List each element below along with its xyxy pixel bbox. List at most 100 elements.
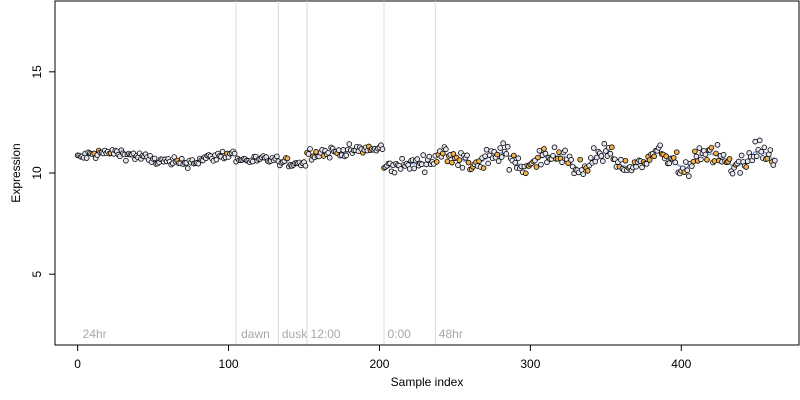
- data-point: [756, 137, 763, 144]
- data-point: [421, 169, 428, 176]
- data-point: [455, 162, 461, 168]
- data-point: [559, 159, 565, 166]
- data-point: [443, 146, 449, 153]
- data-point: [379, 146, 386, 152]
- data-point: [495, 158, 502, 164]
- data-point: [483, 146, 490, 153]
- data-point: [607, 150, 614, 157]
- x-tick-label: 100: [219, 357, 239, 371]
- highlighted-data-point: [480, 165, 487, 171]
- x-tick-label: 400: [671, 357, 691, 371]
- data-point: [399, 155, 405, 162]
- highlighted-data-point: [692, 148, 698, 155]
- data-point: [459, 164, 466, 171]
- data-point: [418, 161, 425, 168]
- data-point: [485, 160, 491, 167]
- data-point: [601, 140, 608, 147]
- highlighted-data-point: [743, 164, 749, 170]
- region-label: 0:00: [387, 327, 411, 341]
- data-point: [758, 148, 765, 155]
- data-point: [683, 159, 689, 165]
- data-point: [580, 171, 586, 177]
- data-point: [219, 148, 226, 155]
- data-point: [249, 158, 256, 165]
- data-point: [414, 156, 420, 162]
- x-tick-label: 200: [369, 357, 389, 371]
- data-point: [744, 158, 751, 165]
- region-labels: 24hr dawn dusk 12:00 0:00 48hr: [83, 327, 463, 341]
- y-tick-label: 15: [30, 65, 44, 79]
- data-point: [737, 170, 743, 176]
- highlighted-data-point: [465, 159, 472, 166]
- data-point: [752, 138, 759, 145]
- region-label: dusk: [282, 327, 308, 341]
- data-point: [684, 167, 691, 173]
- highlighted-data-point: [434, 159, 440, 165]
- data-point: [185, 165, 191, 172]
- data-point: [411, 165, 417, 172]
- data-point: [753, 153, 760, 160]
- data-point: [307, 146, 313, 152]
- data-point: [123, 157, 129, 164]
- data-point: [600, 158, 606, 164]
- region-separators: [235, 1, 436, 345]
- data-point: [720, 152, 727, 158]
- data-point: [536, 148, 543, 154]
- highlighted-data-point: [556, 149, 562, 155]
- data-point: [335, 147, 342, 153]
- data-point: [391, 169, 398, 176]
- region-label: 24hr: [83, 327, 107, 341]
- highlighted-data-point: [577, 156, 583, 163]
- data-point: [506, 167, 513, 173]
- data-point: [542, 150, 549, 157]
- highlighted-data-point: [523, 170, 529, 177]
- highlighted-data-point: [284, 155, 291, 162]
- data-point: [346, 141, 353, 147]
- data-point: [657, 142, 663, 149]
- data-point: [633, 163, 639, 170]
- data-point: [305, 151, 312, 157]
- data-point: [326, 154, 333, 161]
- data-point: [464, 152, 470, 159]
- data-point: [735, 158, 742, 165]
- region-label: 12:00: [311, 327, 341, 341]
- data-point: [686, 173, 692, 179]
- highlighted-data-point: [609, 144, 615, 151]
- x-axis: 0 100 200 300 400: [74, 344, 692, 371]
- data-point: [538, 161, 544, 168]
- data-point: [397, 166, 404, 172]
- data-point: [698, 156, 704, 163]
- highlighted-data-point: [708, 144, 715, 151]
- data-points: [74, 137, 778, 179]
- highlighted-data-point: [711, 158, 718, 164]
- highlighted-data-point: [456, 157, 463, 163]
- data-point: [340, 147, 347, 153]
- data-point: [406, 166, 413, 172]
- data-point: [767, 147, 774, 153]
- data-point: [343, 152, 350, 159]
- y-tick-label: 5: [30, 271, 44, 278]
- data-point: [195, 160, 202, 167]
- data-point: [423, 161, 430, 168]
- data-point: [696, 145, 703, 151]
- region-label: dawn: [241, 327, 270, 341]
- highlighted-data-point: [535, 154, 541, 161]
- data-point: [587, 155, 594, 161]
- data-point: [772, 157, 778, 164]
- data-point: [274, 153, 280, 160]
- highlighted-data-point: [494, 151, 500, 158]
- data-point: [618, 156, 624, 163]
- data-point: [83, 155, 90, 161]
- data-point: [738, 152, 745, 159]
- data-point: [729, 170, 736, 177]
- data-point: [512, 159, 519, 166]
- data-point: [590, 145, 597, 151]
- data-point: [639, 164, 645, 171]
- data-point: [666, 160, 673, 167]
- y-axis: 5 10 15: [30, 65, 56, 278]
- data-point: [420, 152, 427, 158]
- highlighted-data-point: [313, 149, 319, 155]
- x-tick-label: 0: [74, 357, 81, 371]
- data-point: [568, 157, 574, 163]
- data-point: [672, 159, 679, 166]
